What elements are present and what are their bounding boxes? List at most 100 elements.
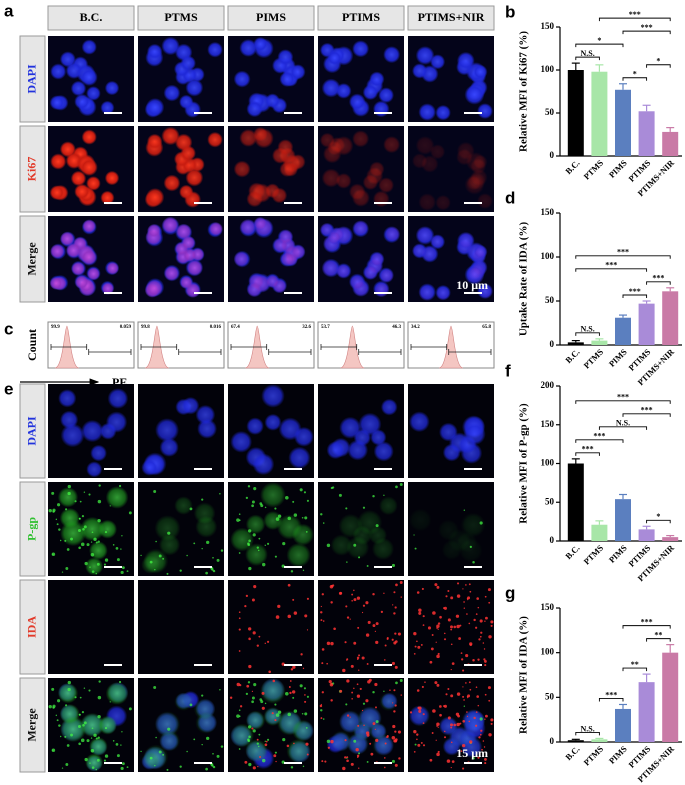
speckle	[120, 766, 124, 771]
cell	[288, 446, 311, 469]
cell	[180, 55, 196, 71]
gate	[230, 344, 312, 355]
significance-bracket	[575, 452, 600, 456]
speckle	[353, 739, 357, 743]
bar	[567, 463, 584, 541]
cell	[59, 507, 80, 529]
speckle	[475, 613, 478, 616]
speckle	[330, 739, 334, 744]
speckle	[484, 595, 487, 598]
speckle	[484, 758, 487, 761]
speckle	[80, 738, 85, 743]
significance-bracket	[622, 77, 648, 81]
speckle	[443, 736, 447, 739]
cell	[353, 220, 369, 236]
speckle	[435, 641, 437, 643]
speckle	[281, 662, 285, 666]
speckle	[326, 543, 331, 548]
cell	[466, 266, 485, 285]
speckle	[437, 628, 439, 630]
gate	[140, 344, 222, 355]
significance-bracket	[575, 56, 600, 61]
speckle	[80, 542, 85, 547]
speckle	[246, 684, 250, 688]
speckle	[413, 534, 415, 536]
speckle	[346, 658, 349, 661]
speckle	[349, 618, 351, 620]
speckle	[96, 758, 100, 762]
significance-bracket	[575, 268, 648, 272]
speckle	[320, 513, 323, 516]
speckle	[455, 614, 460, 618]
cell	[186, 260, 203, 276]
speckle	[286, 744, 290, 748]
y-tick-label: 200	[541, 380, 555, 390]
cell	[174, 496, 193, 515]
significance-bracket	[575, 43, 624, 48]
speckle	[479, 717, 483, 721]
speckle	[201, 498, 204, 501]
bar	[662, 291, 679, 345]
cell	[154, 711, 181, 738]
speckle	[346, 679, 350, 683]
cell	[239, 219, 256, 236]
speckle	[98, 484, 101, 487]
speckle	[466, 711, 468, 713]
y-axis-label: Count	[25, 329, 39, 361]
speckle	[445, 693, 448, 696]
speckle	[239, 705, 243, 708]
speckle	[83, 525, 87, 529]
speckle	[219, 493, 221, 495]
speckle	[472, 757, 475, 760]
speckle	[116, 558, 120, 562]
speckle	[353, 687, 355, 690]
cell	[330, 534, 353, 556]
bar	[662, 131, 679, 156]
speckle	[293, 611, 298, 615]
speckle	[463, 607, 466, 609]
cell	[66, 243, 81, 258]
scale-bar-label: 15 μm	[456, 746, 488, 760]
speckle	[413, 652, 416, 655]
y-tick-label: 0	[550, 150, 555, 160]
speckle	[109, 505, 111, 507]
speckle	[264, 743, 268, 747]
speckle	[179, 569, 182, 572]
cell	[330, 730, 353, 752]
speckle	[86, 739, 90, 743]
speckle	[416, 689, 420, 692]
speckle	[65, 508, 68, 511]
speckle	[473, 618, 476, 622]
cell	[239, 129, 258, 147]
speckle	[292, 500, 295, 503]
speckle	[193, 542, 196, 545]
speckle	[345, 703, 348, 706]
speckle	[468, 622, 471, 625]
cell	[412, 244, 426, 258]
speckle	[374, 682, 378, 687]
speckle	[290, 570, 294, 573]
speckle	[104, 726, 108, 730]
cell	[58, 389, 77, 408]
speckle	[439, 615, 442, 619]
speckle	[56, 699, 61, 703]
speckle	[83, 491, 86, 493]
speckle	[328, 680, 332, 684]
cell	[185, 78, 204, 97]
gate-value: 99.9	[51, 325, 60, 330]
column-header-box	[317, 5, 405, 31]
speckle	[56, 719, 59, 722]
speckle	[206, 540, 210, 545]
speckle	[201, 694, 204, 697]
significance-bracket	[598, 17, 671, 22]
speckle	[48, 704, 52, 709]
speckle	[306, 695, 310, 698]
speckle	[469, 740, 473, 744]
speckle	[395, 583, 398, 587]
speckle	[51, 687, 55, 691]
cell	[246, 190, 263, 208]
speckle	[475, 724, 478, 727]
bar	[591, 739, 608, 742]
speckle	[356, 656, 360, 660]
panel-letter: f	[505, 361, 511, 380]
